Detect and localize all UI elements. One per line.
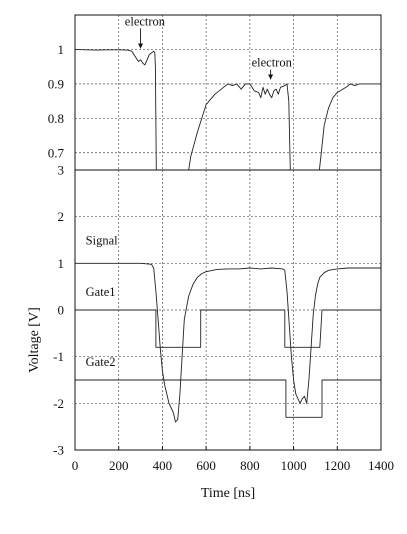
series-gate2-line xyxy=(75,379,381,418)
series-gate1-line xyxy=(75,309,381,348)
y-axis-title: Voltage [V] xyxy=(27,307,42,372)
series-signal-line xyxy=(75,262,381,423)
top-frame xyxy=(74,14,382,171)
top-trace-segment-1 xyxy=(74,48,157,171)
annotation-electron-2: electron xyxy=(252,56,293,70)
bottom-y-tick-label: -2 xyxy=(53,396,64,411)
x-tick-label: 200 xyxy=(109,458,129,473)
bottom-y-tick-labels: 3 2 1 0 -1 -2 -3 xyxy=(53,163,64,458)
series-label-signal: Signal xyxy=(86,234,118,248)
top-trace-segment-3 xyxy=(318,83,381,171)
top-y-tick-label: 0.7 xyxy=(48,145,65,160)
top-y-tick-labels: 1 0.9 0.8 0.7 xyxy=(48,42,65,160)
series-label-gate2: Gate2 xyxy=(86,355,116,369)
top-y-tick-label: 0.8 xyxy=(48,111,64,126)
x-tick-labels: 0 200 400 600 800 1000 1200 1400 xyxy=(72,458,394,473)
bottom-y-tick-label: 1 xyxy=(58,256,65,271)
x-tick-label: 1200 xyxy=(324,458,350,473)
x-axis-title: Time [ns] xyxy=(201,486,255,501)
bottom-panel: 3 2 1 0 -1 -2 -3 0 200 400 600 800 1000 1200 1400 Sig… xyxy=(53,163,394,474)
bottom-y-tick-label: 0 xyxy=(58,303,65,318)
top-traces xyxy=(74,48,381,171)
bottom-y-tick-label: 3 xyxy=(58,163,65,178)
top-annotations: electron electron xyxy=(125,14,293,80)
bottom-y-tick-label: -1 xyxy=(53,349,64,364)
x-tick-label: 800 xyxy=(240,458,260,473)
top-trace-segment-2 xyxy=(188,83,291,171)
bottom-traces xyxy=(75,262,381,423)
x-tick-label: 1000 xyxy=(281,458,307,473)
top-y-tick-label: 0.9 xyxy=(48,76,64,91)
x-tick-label: 0 xyxy=(72,458,79,473)
annotation-arrow-head xyxy=(138,43,144,49)
series-label-gate1: Gate1 xyxy=(86,285,116,299)
x-tick-label: 400 xyxy=(153,458,173,473)
bottom-y-tick-label: -3 xyxy=(53,443,64,458)
annotation-electron-1: electron xyxy=(125,14,166,28)
top-grid xyxy=(75,15,381,170)
top-y-tick-label: 1 xyxy=(58,42,65,57)
bottom-y-tick-label: 2 xyxy=(58,209,65,224)
x-tick-label: 600 xyxy=(196,458,216,473)
annotation-arrow-head xyxy=(268,74,274,80)
top-panel: 1 0.9 0.8 0.7 electron electron xyxy=(48,14,382,171)
series-labels: Signal Gate1 Gate2 xyxy=(86,234,118,369)
x-tick-label: 1400 xyxy=(368,458,394,473)
